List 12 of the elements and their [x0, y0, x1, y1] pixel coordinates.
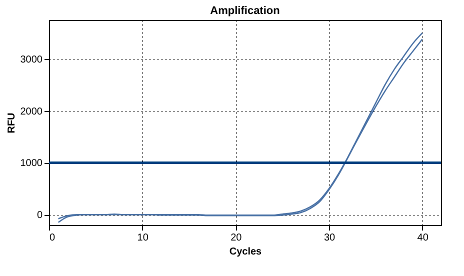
y-tick-label: 0	[36, 210, 43, 222]
x-tick-label: 30	[324, 232, 336, 244]
y-tick-label: 3000	[20, 54, 43, 66]
x-tick-label: 10	[137, 232, 149, 244]
x-tick-label: 40	[417, 232, 429, 244]
y-tick-label: 2000	[20, 106, 43, 118]
x-axis-title: Cycles	[229, 246, 262, 258]
y-axis-title: RFU	[6, 112, 18, 134]
x-tick-label: 0	[50, 232, 56, 244]
chart-title: Amplification	[210, 5, 280, 17]
y-tick-label: 1000	[20, 158, 43, 170]
x-tick-label: 20	[230, 232, 242, 244]
